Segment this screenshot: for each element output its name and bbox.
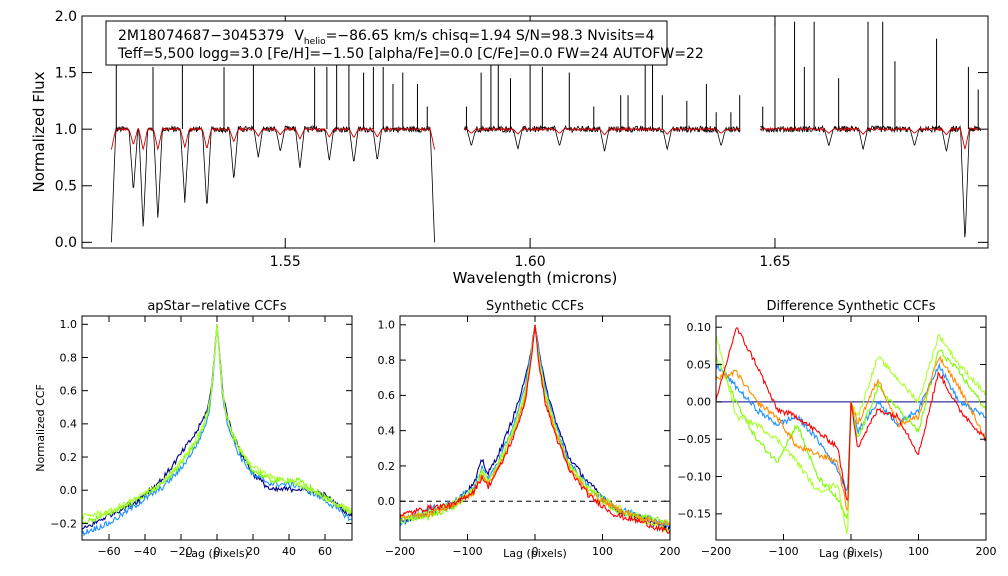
- difference-ccf-xtick-label: −100: [768, 545, 798, 558]
- apstar-ccf-plot-area: [82, 324, 352, 537]
- apstar-ccf-ytick-label: 0.2: [60, 451, 78, 464]
- spectrum-observed-segment-2: [760, 124, 982, 238]
- synthetic-ccf-xtick-label: 0: [532, 545, 539, 558]
- synthetic-ccf-xtick-label: −200: [385, 545, 415, 558]
- spectrum-panel: 1.55 1.60 1.65 0.0 0.5 1.0 1.5 2.0 2M18074687−3…: [30, 9, 989, 287]
- synthetic-ccf-series-visit6: [400, 324, 670, 534]
- spectrum-xtick-label: 1.55: [270, 254, 301, 270]
- apstar-ccf-ytick-label: 0.6: [60, 385, 78, 398]
- difference-ccf-series-visit3: [716, 333, 986, 535]
- difference-ccf-axes-frame: [715, 315, 987, 541]
- spectrum-ytick-label: 2.0: [55, 9, 77, 25]
- apstar-ccf-series-group: [82, 324, 352, 537]
- vhelio-subscript: helio: [304, 37, 326, 47]
- spectrum-ticks: 1.55 1.60 1.65 0.0 0.5 1.0 1.5 2.0: [55, 9, 988, 270]
- synthetic-ccf-ytick-label: 0.4: [378, 424, 396, 437]
- difference-ccf-ytick-label: 0.05: [687, 358, 712, 371]
- difference-ccf-title: Difference Synthetic CCFs: [766, 299, 935, 314]
- difference-ccf-series-visit4: [716, 355, 986, 511]
- apstar-ccf-series-visit2: [82, 324, 352, 537]
- spectrum-ytick-label: 1.0: [55, 122, 77, 138]
- apstar-ccf-xtick-label: −40: [133, 545, 156, 558]
- annotation-frame: [105, 20, 668, 66]
- annotation-line-1: 2M18074687−3045379 Vhelio=−86.65 km/s chi…: [118, 28, 655, 47]
- difference-ccf-ytick-label: −0.05: [677, 433, 711, 446]
- apstar-ccf-ylabel: Normalized CCF: [34, 384, 47, 472]
- apstar-ccf-xtick-label: 60: [318, 545, 332, 558]
- apstar-ccf-series-visit4: [82, 324, 352, 522]
- synthetic-ccf-ytick-label: 1.0: [378, 319, 396, 332]
- synthetic-ccf-series-group: [400, 324, 670, 534]
- difference-ccf-ytick-label: 0.10: [687, 321, 712, 334]
- spectrum-ylabel: Normalized Flux: [30, 71, 48, 192]
- star-id: 2M18074687−3045379: [118, 28, 284, 44]
- spectrum-xtick-label: 1.60: [515, 254, 546, 270]
- apstar-ccf-panel: apStar−relative CCFs −60 −40 −20 0 20 40 60 −0.…: [34, 299, 353, 560]
- synthetic-ccf-xtick-label: −100: [452, 545, 482, 558]
- difference-ccf-ytick-label: 0.00: [687, 396, 712, 409]
- synthetic-ccf-series-visit2: [400, 324, 670, 528]
- synthetic-ccf-plot-area: [400, 324, 670, 534]
- difference-ccf-panel: Difference Synthetic CCFs −200 −100 0 100 20…: [677, 299, 996, 560]
- spectrum-ytick-label: 0.0: [55, 235, 77, 251]
- apstar-ccf-ytick-label: 0.8: [60, 351, 78, 364]
- apstar-ccf-ytick-label: −0.2: [50, 517, 77, 530]
- spectrum-axes-frame: [81, 15, 989, 249]
- synthetic-ccf-xtick-label: 200: [660, 545, 681, 558]
- apstar-ccf-ytick-label: 0.0: [60, 484, 78, 497]
- difference-ccf-xlabel: Lag (pixels): [819, 547, 883, 560]
- spectrum-xtick-label: 1.65: [759, 254, 790, 270]
- apstar-ccf-xtick-label: −60: [97, 545, 120, 558]
- apstar-ccf-xtick-label: 20: [246, 545, 260, 558]
- spectrum-ytick-label: 1.5: [55, 65, 77, 81]
- apstar-ccf-series-visit1: [82, 324, 352, 530]
- apstar-ccf-ytick-label: 1.0: [60, 318, 78, 331]
- synthetic-ccf-ytick-label: 0.2: [378, 460, 396, 473]
- synthetic-ccf-ytick-label: 0.0: [378, 495, 396, 508]
- apstar-ccf-xtick-label: −20: [169, 545, 192, 558]
- synthetic-ccf-title: Synthetic CCFs: [486, 299, 584, 314]
- spectrum-observed-segment-0: [111, 124, 435, 243]
- spectrum-model-segment-2: [759, 126, 981, 150]
- spectrum-annotation-box: 2M18074687−3045379 Vhelio=−86.65 km/s chi…: [105, 20, 704, 66]
- apstar-ccf-xtick-label: 40: [282, 545, 296, 558]
- difference-ccf-series-visit5: [716, 327, 986, 501]
- difference-ccf-xtick-label: 0: [848, 545, 855, 558]
- apstar-ccf-ticks: −60 −40 −20 0 20 40 60 −0.2 0.0 0.2 0.4 0.6 0.8 1.0: [50, 316, 352, 558]
- synthetic-ccf-xlabel: Lag (pixels): [503, 547, 567, 560]
- apstar-ccf-xtick-label: 0: [214, 545, 221, 558]
- apstar-ccf-xlabel: Lag (pixels): [185, 547, 249, 560]
- difference-ccf-series-group: [716, 327, 986, 535]
- synthetic-ccf-series-visit3: [400, 324, 670, 526]
- spectrum-model-segment-1: [463, 126, 741, 136]
- difference-ccf-xtick-label: −200: [701, 545, 731, 558]
- annotation-line-1-rest: =−86.65 km/s chisq=1.94 S/N=98.3 Nvisits…: [326, 28, 655, 44]
- synthetic-ccf-series-visit1: [400, 324, 670, 532]
- difference-ccf-xtick-label: 200: [976, 545, 997, 558]
- synthetic-ccf-xtick-label: 100: [592, 545, 613, 558]
- apstar-ccf-ytick-label: 0.4: [60, 418, 78, 431]
- spectrum-ytick-label: 0.5: [55, 179, 77, 195]
- synthetic-ccf-ticks: −200 −100 0 100 200 0.0 0.2 0.4 0.6 0.8 1.0: [378, 316, 681, 558]
- difference-ccf-plot-area: [716, 327, 986, 535]
- difference-ccf-ytick-label: −0.15: [677, 508, 711, 521]
- apstar-ccf-title: apStar−relative CCFs: [147, 299, 287, 314]
- apstar-ccf-series-visit3: [82, 324, 352, 525]
- synthetic-ccf-panel: Synthetic CCFs −200 −100 0 100 200 0.0 0.2 0.4 0…: [378, 299, 681, 560]
- spectrum-xlabel: Wavelength (microns): [453, 269, 618, 287]
- synthetic-ccf-series-visit5: [400, 324, 670, 527]
- difference-ccf-ticks: −200 −100 0 100 200 −0.15 −0.10 −0.05 0.00 0.05 0.…: [677, 316, 997, 558]
- difference-ccf-ytick-label: −0.10: [677, 470, 711, 483]
- spectrum-model-segment-0: [110, 126, 436, 151]
- synthetic-ccf-ytick-label: 0.6: [378, 389, 396, 402]
- difference-ccf-xtick-label: 100: [908, 545, 929, 558]
- vhelio-label: V: [294, 28, 304, 44]
- annotation-line-2: Teff=5,500 logg=3.0 [Fe/H]=−1.50 [alpha/…: [117, 46, 704, 62]
- synthetic-ccf-ytick-label: 0.8: [378, 354, 396, 367]
